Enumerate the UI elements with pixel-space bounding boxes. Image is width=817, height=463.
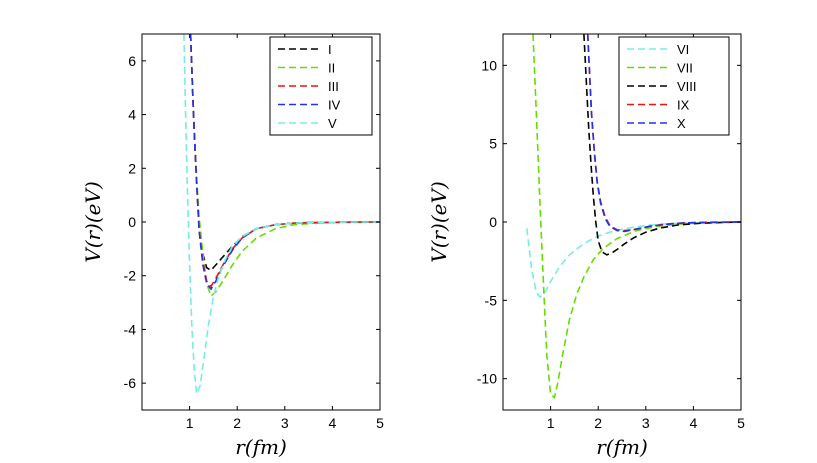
legend-label-vi: VI [677,42,689,57]
y-axis-label: V(r)(eV) [81,181,105,263]
x-tick-label: 2 [233,415,241,431]
chart-panel-right: 1 2 3 4 5 10 5 0 -5 -10 r(fm) V(r)(eV) VI VII VIII IX X [427,33,745,459]
x-tick-label: 1 [547,415,555,431]
y-tick-label: 2 [128,160,136,176]
y-tick-label: 10 [481,57,497,73]
legend-label-iii: III [328,79,339,94]
legend: VI VII VIII IX X [618,36,730,136]
series-line-v [183,34,380,395]
series-line-x [586,34,741,233]
legend-label-x: X [677,116,686,131]
x-tick-label: 4 [690,415,698,431]
legend-label-ii: II [328,61,335,76]
y-tick-label: -6 [124,375,137,391]
y-tick-label: 4 [128,107,136,123]
legend-box [618,36,730,136]
x-axis-label: r(fm) [596,435,648,459]
y-tick-label: -10 [477,371,497,387]
x-tick-label: 5 [376,415,384,431]
x-tick-label: 4 [329,415,337,431]
x-tick-label: 2 [594,415,602,431]
legend-label-v: V [328,116,337,131]
x-tick-label: 1 [186,415,194,431]
series-line-vii [532,34,741,399]
y-axis-label: V(r)(eV) [427,181,451,263]
legend-label-iv: IV [328,98,341,113]
y-tick-label: 0 [489,214,497,230]
legend-label-vii: VII [677,61,693,76]
x-tick-label: 5 [737,415,745,431]
legend-label-i: I [328,42,332,57]
y-tick-label: 6 [128,53,136,69]
x-tick-label: 3 [642,415,650,431]
y-tick-label: -4 [124,321,137,337]
series-line-vi [526,221,741,299]
y-tick-label: 0 [128,214,136,230]
y-tick-label: -5 [485,292,498,308]
legend-box [269,36,373,136]
x-axis-label: r(fm) [235,435,287,459]
x-tick-label: 3 [281,415,289,431]
legend-label-viii: VIII [677,79,697,94]
y-tick-label: -2 [124,268,137,284]
legend-label-ix: IX [677,98,690,113]
y-tick-label: 5 [489,136,497,152]
